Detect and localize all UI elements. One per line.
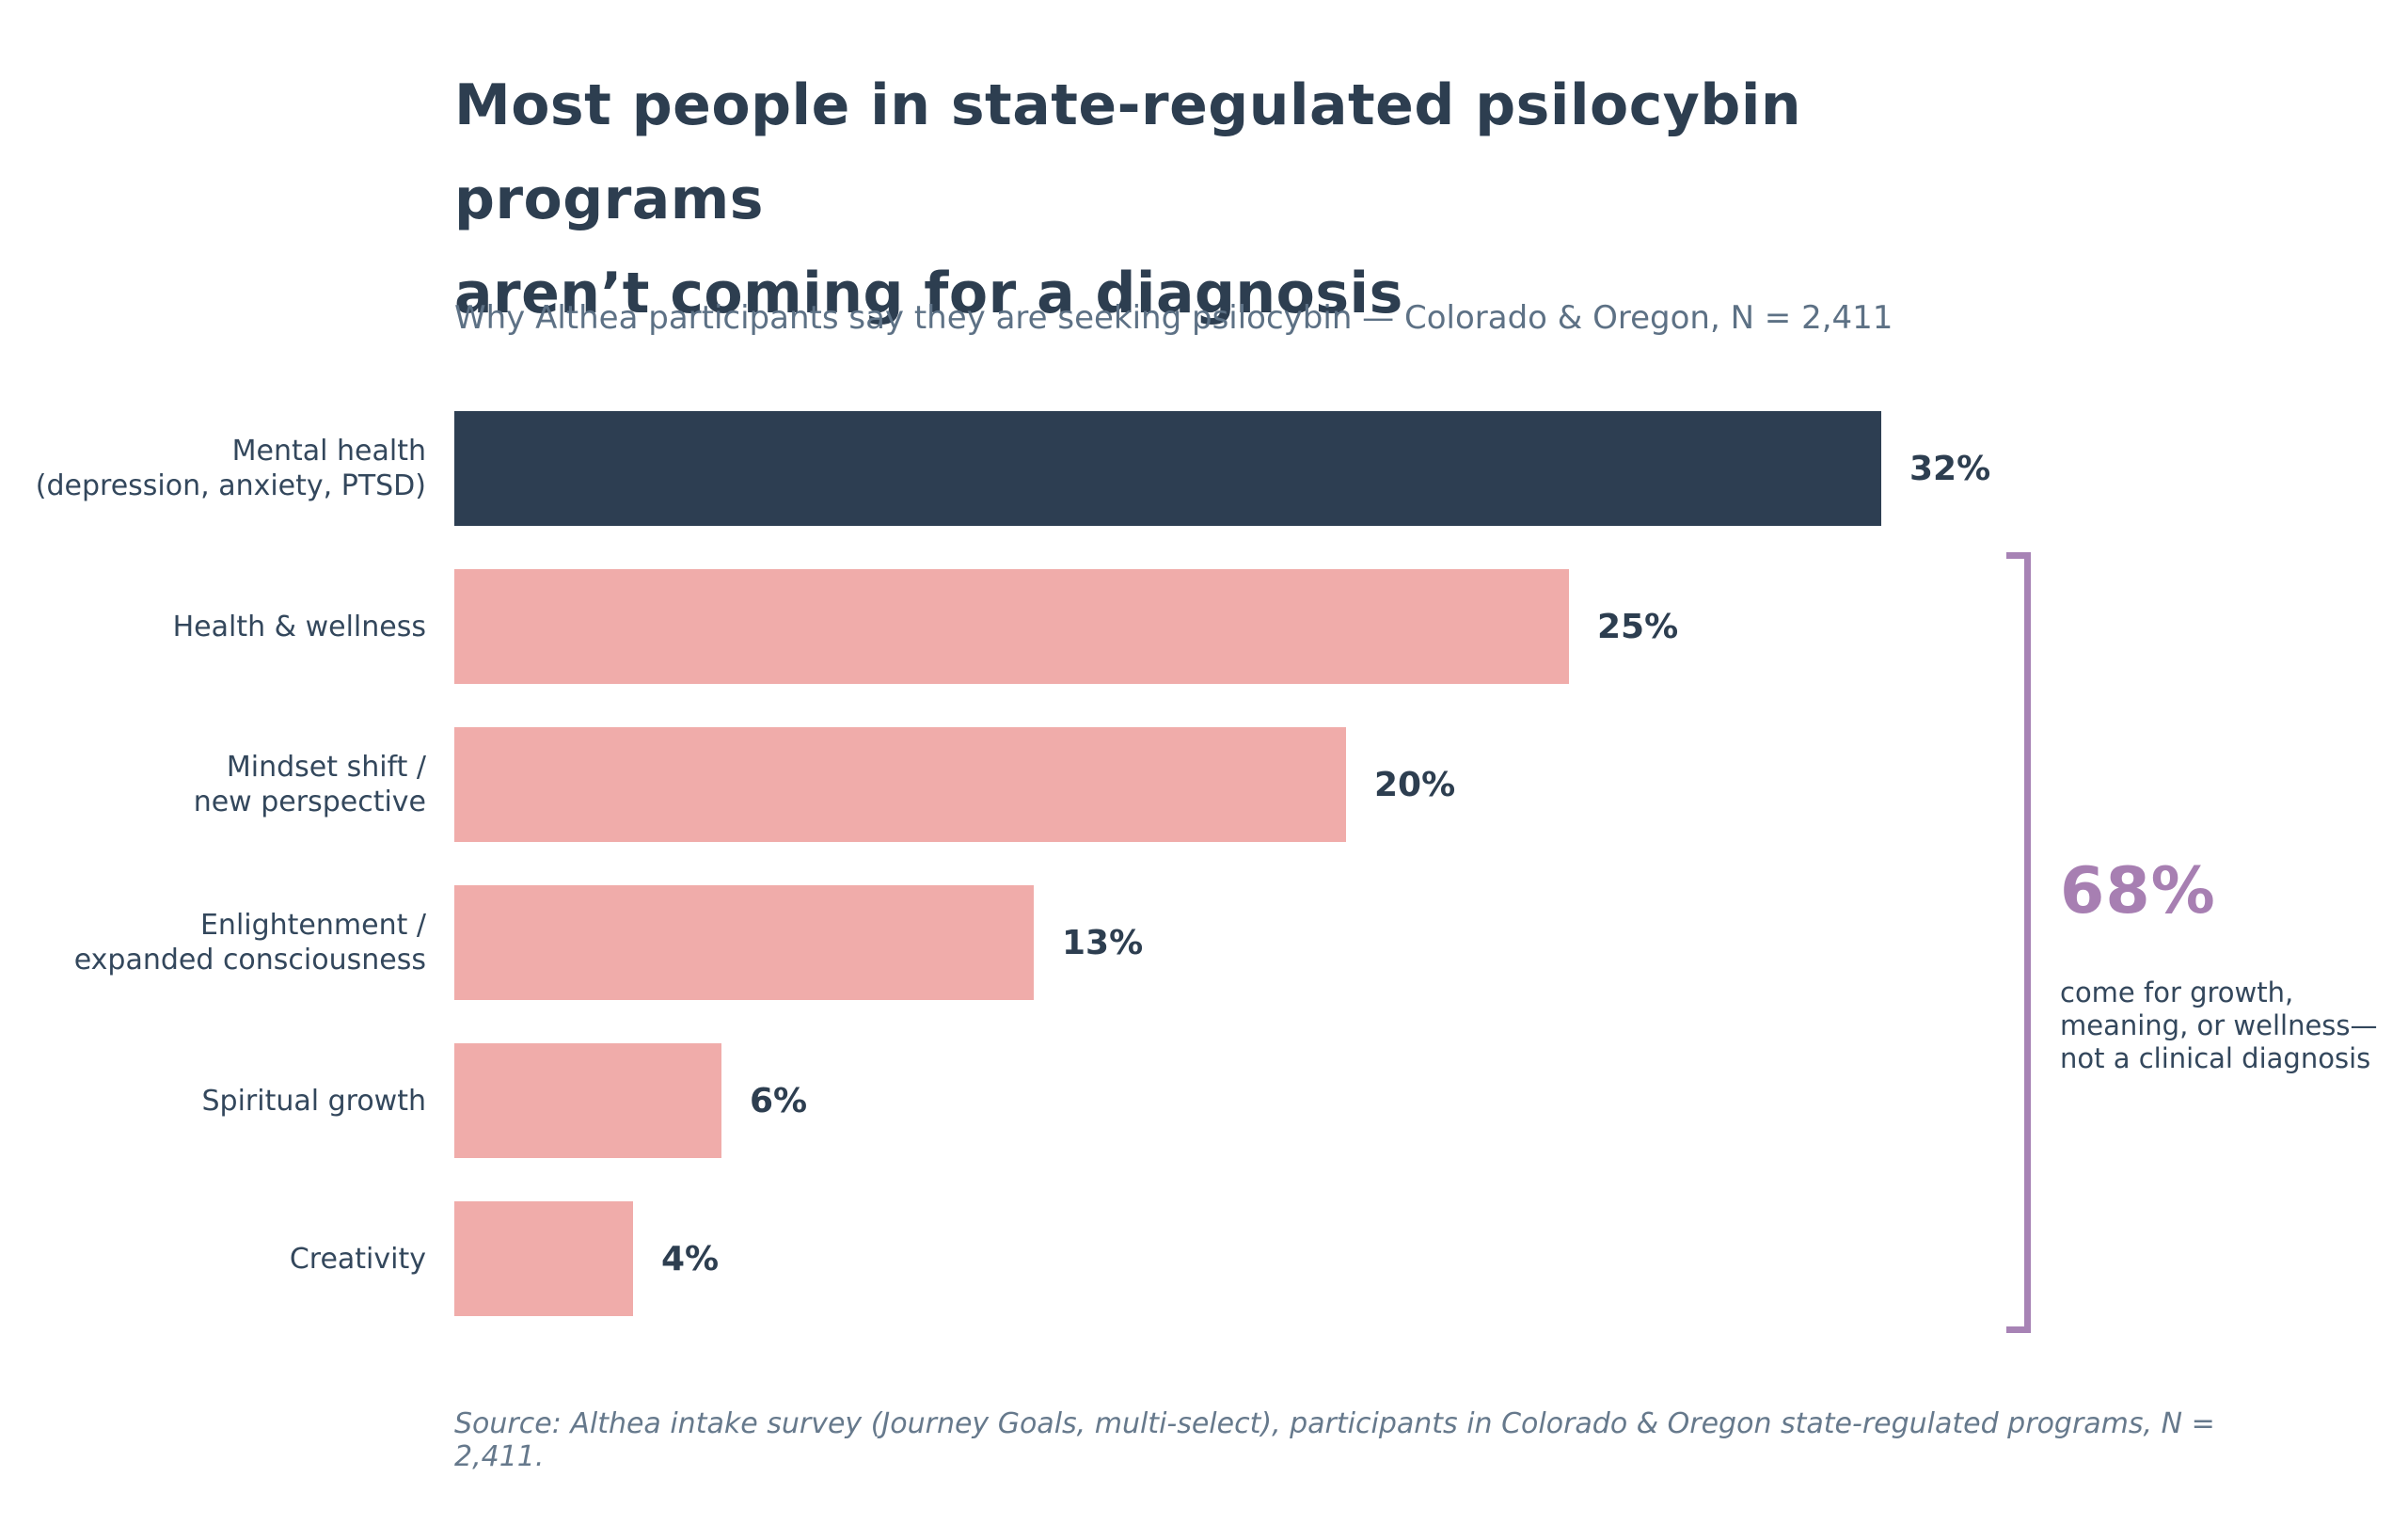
category-label-line: Health & wellness	[172, 610, 426, 643]
category-label-line: Enlightenment /	[199, 909, 426, 942]
bracket-note: come for growth, meaning, or wellness— n…	[2060, 976, 2380, 1075]
bar	[454, 1201, 633, 1316]
category-label-line: Mindset shift /	[226, 751, 426, 784]
bar	[454, 1043, 721, 1158]
category-label: Spiritual growth	[0, 1043, 426, 1158]
value-label: 32%	[1909, 449, 1991, 488]
value-label: 4%	[661, 1239, 720, 1278]
category-label: Mental health (depression, anxiety, PTSD)	[0, 411, 426, 526]
category-label-line: (depression, anxiety, PTSD)	[35, 469, 426, 502]
chart-subtitle: Why Althea participants say they are see…	[454, 299, 1893, 337]
chart-title: Most people in state-regulated psilocybi…	[454, 58, 2110, 341]
bar	[454, 569, 1569, 684]
category-label: Enlightenment / expanded consciousness	[0, 885, 426, 1000]
category-label-line: Creativity	[289, 1242, 426, 1276]
value-label: 25%	[1597, 607, 1679, 646]
category-label-line: new perspective	[193, 786, 426, 818]
category-label: Health & wellness	[0, 569, 426, 684]
category-label: Mindset shift / new perspective	[0, 727, 426, 842]
value-label: 20%	[1374, 765, 1456, 804]
source-note: Source: Althea intake survey (Journey Go…	[454, 1407, 2215, 1473]
category-label-line: Spiritual growth	[201, 1084, 426, 1118]
bracket-note-line3: not a clinical diagnosis	[2060, 1042, 2371, 1074]
category-label-line: Mental health	[231, 435, 426, 468]
value-label: 13%	[1062, 923, 1144, 962]
bar	[454, 885, 1034, 1000]
bracket-shape	[2006, 552, 2031, 1333]
category-label-line: expanded consciousness	[73, 944, 426, 976]
category-label: Creativity	[0, 1201, 426, 1316]
bar	[454, 411, 1881, 526]
bracket-headline: 68%	[2060, 854, 2216, 929]
bracket-note-line2: meaning, or wellness—	[2060, 1009, 2378, 1041]
bar	[454, 727, 1346, 842]
value-label: 6%	[750, 1081, 808, 1120]
chart-title-line2: aren’t coming for a diagnosis	[454, 261, 1403, 326]
bracket-note-line1: come for growth,	[2060, 976, 2294, 1008]
chart-title-line1: Most people in state-regulated psilocybi…	[454, 72, 1802, 232]
